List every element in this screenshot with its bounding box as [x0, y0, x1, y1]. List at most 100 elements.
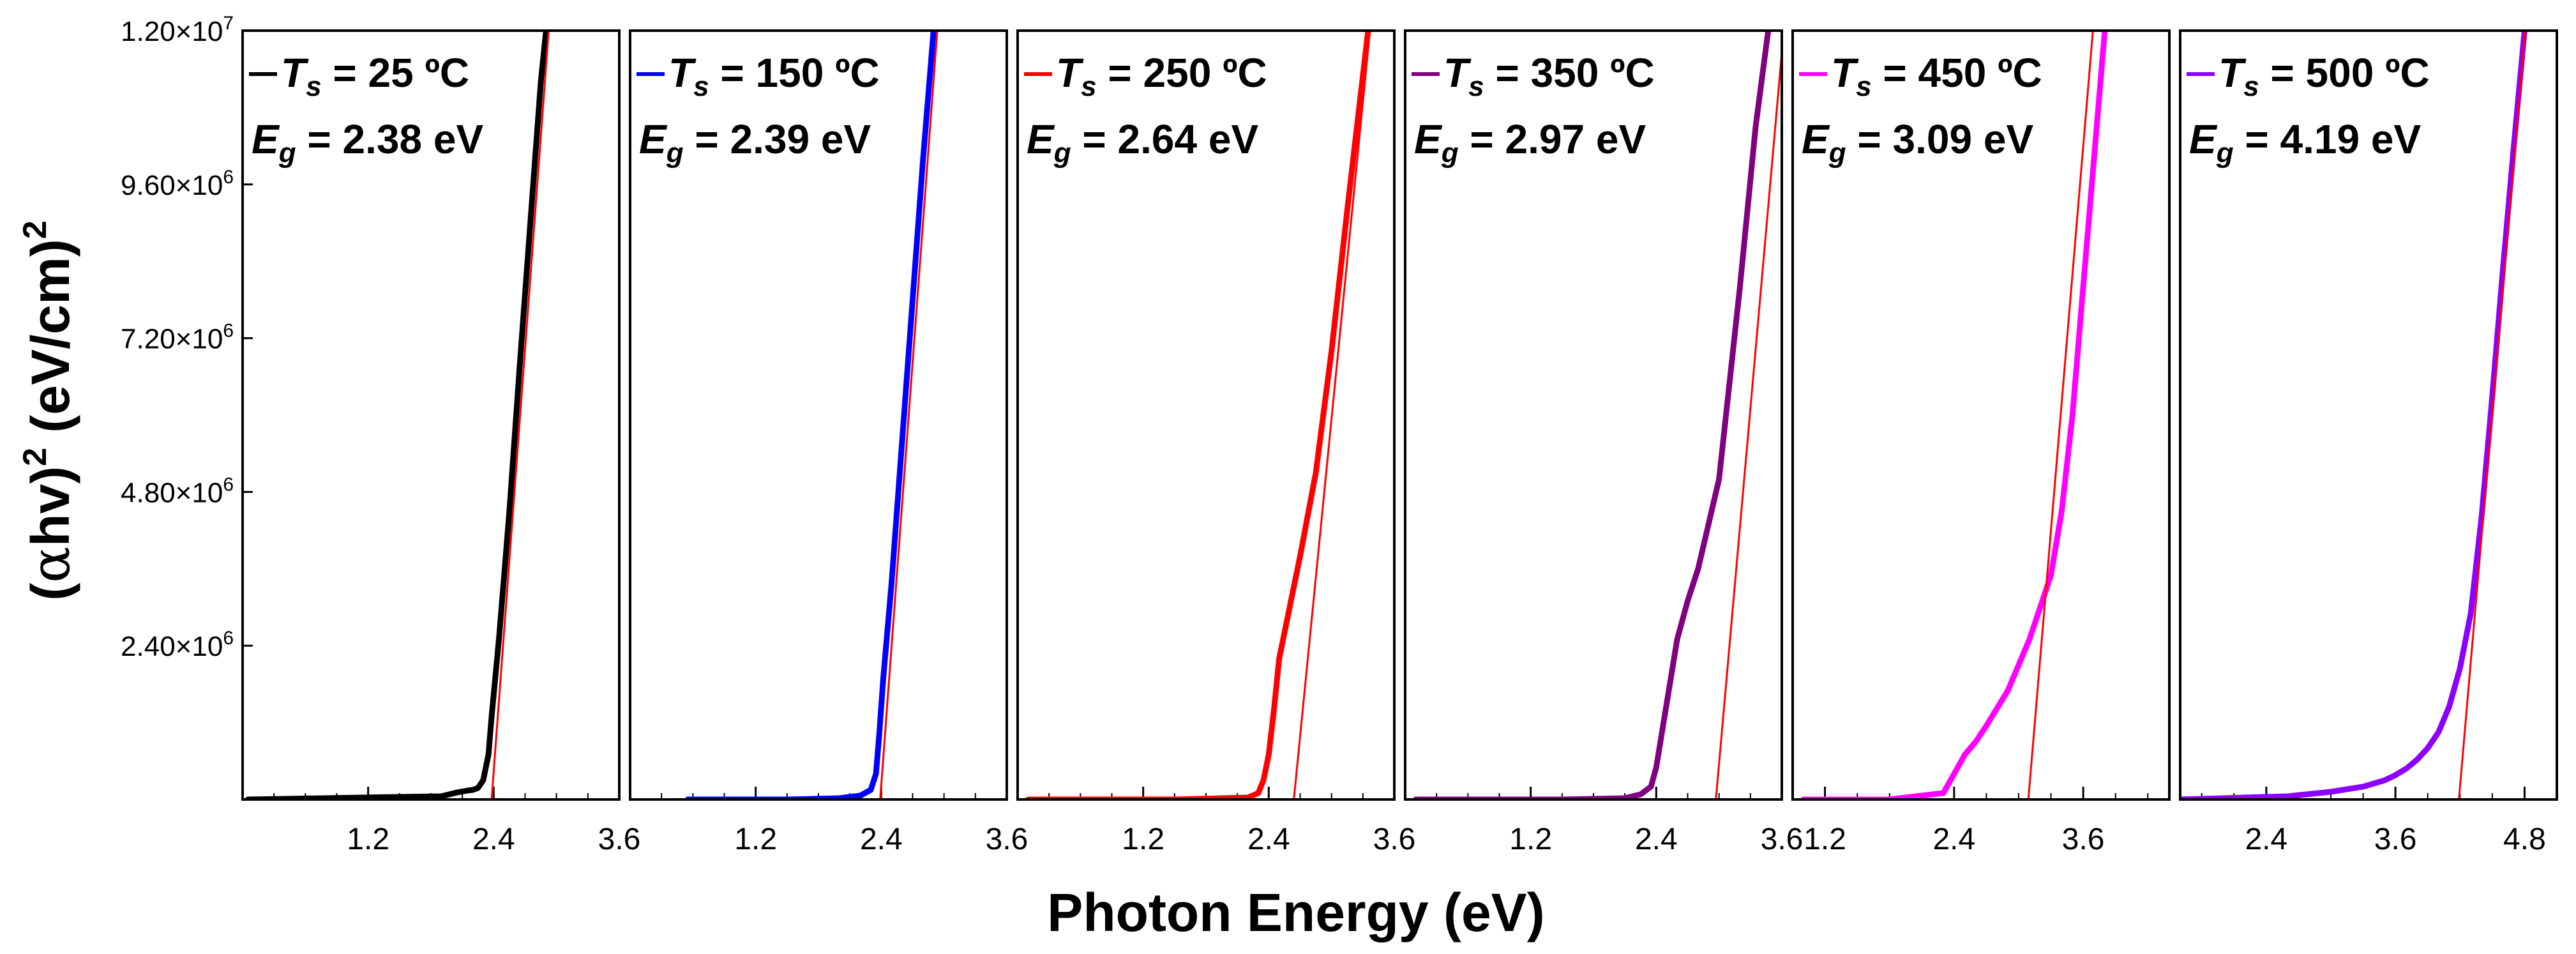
legend-eg-symbol: E [2189, 116, 2218, 162]
data-series-Ts500 [2180, 31, 2527, 799]
x-tick-label: 2.4 [2245, 822, 2287, 856]
x-tick-label: 2.4 [1635, 822, 1678, 856]
legend-ts-Ts450: Ts = 450 ºC [1831, 50, 2042, 102]
legend-ts-subscript: s [2243, 71, 2259, 102]
legend-ts-subscript: s [1856, 71, 1871, 102]
legend-eg-value: = 2.38 eV [296, 116, 484, 162]
legend-ts-Ts350: Ts = 350 ºC [1443, 50, 1655, 102]
y-label-sq1: 2 [17, 448, 54, 466]
x-tick-label: 3.6 [598, 822, 641, 856]
x-tick-label: 3.6 [2374, 822, 2417, 856]
panel-frame [1791, 29, 2171, 801]
legend-ts-subscript: s [306, 71, 321, 102]
x-tick-label: 1.2 [1509, 822, 1552, 856]
fit-line-Ts250 [1293, 31, 1371, 799]
legend-eg-value: = 2.64 eV [1071, 116, 1259, 162]
legend-ts-symbol: T [2218, 50, 2247, 96]
y-tick-mantissa: 2.40×10 [121, 631, 223, 662]
fit-line-Ts350 [1715, 42, 1782, 799]
x-tick-label: 1.2 [347, 822, 389, 856]
y-tick-mantissa: 7.20×10 [121, 324, 223, 355]
panel-plot-area [1412, 31, 1782, 799]
y-label-unit: (eV/cm) [20, 239, 80, 448]
data-series-Ts450 [1800, 31, 2108, 799]
legend-eg-subscript: g [1441, 137, 1459, 169]
legend-ts-value: = 350 ºC [1484, 50, 1655, 96]
y-label-hv: hv) [20, 466, 80, 547]
y-tick-label: 1.20×107 [121, 13, 234, 47]
x-tick-label: 1.2 [734, 822, 777, 856]
legend-eg-subscript: g [1828, 137, 1846, 169]
data-series-Ts350 [1412, 31, 1772, 799]
y-tick-exponent: 6 [223, 628, 234, 649]
data-series-Ts25 [245, 31, 549, 799]
y-tick-exponent: 6 [223, 474, 234, 495]
panel-frame [241, 29, 621, 801]
y-label-alpha: α [19, 547, 82, 583]
y-tick-mantissa: 9.60×10 [121, 170, 223, 201]
legend-ts-Ts150: Ts = 150 ºC [668, 50, 880, 102]
legend-eg-symbol: E [1414, 116, 1443, 162]
legend-ts-Ts250: Ts = 250 ºC [1056, 50, 1267, 102]
legend-ts-Ts25: Ts = 25 ºC [281, 50, 469, 102]
x-tick-label: 4.8 [2503, 822, 2546, 856]
legend-eg-Ts450: Eg = 3.09 eV [1802, 116, 2033, 169]
legend-ts-symbol: T [1056, 50, 1084, 96]
panel-frame [629, 29, 1008, 801]
legend-eg-symbol: E [639, 116, 668, 162]
y-label-open: ( [20, 583, 80, 601]
y-label-sq2: 2 [17, 220, 54, 239]
legend-ts-subscript: s [693, 71, 709, 102]
data-series-Ts250 [1025, 31, 1371, 799]
legend-ts-value: = 500 ºC [2259, 50, 2430, 96]
x-tick-label: 3.6 [1761, 822, 1804, 856]
y-tick-label: 9.60×106 [121, 167, 234, 201]
fit-line-Ts25 [490, 31, 550, 799]
legend-eg-value: = 3.09 eV [1846, 116, 2034, 162]
legend-eg-value: = 2.39 eV [684, 116, 871, 162]
legend-eg-value: = 2.97 eV [1459, 116, 1646, 162]
legend-eg-subscript: g [278, 137, 296, 169]
legend-eg-Ts250: Eg = 2.64 eV [1027, 116, 1258, 169]
chart-panels: 1.2 2.4 3.6 Ts = 25 ºC Eg = 2.38 eV 1.2 2.4 3.6… [241, 29, 2558, 856]
panel-frame [2179, 29, 2558, 801]
legend-eg-symbol: E [1027, 116, 1055, 162]
legend-eg-symbol: E [1802, 116, 1830, 162]
legend-ts-value: = 150 ºC [709, 50, 880, 96]
legend-ts-subscript: s [1081, 71, 1096, 102]
legend-ts-symbol: T [1831, 50, 1859, 96]
y-tick-mantissa: 4.80×10 [121, 477, 223, 508]
legend-ts-value: = 450 ºC [1872, 50, 2042, 96]
x-tick-label: 3.6 [2062, 822, 2105, 856]
x-tick-label: 2.4 [860, 822, 903, 856]
legend-eg-Ts350: Eg = 2.97 eV [1414, 116, 1646, 169]
legend-ts-symbol: T [1443, 50, 1472, 96]
y-tick-exponent: 6 [223, 167, 234, 188]
x-tick-label: 2.4 [1932, 822, 1975, 856]
legend-ts-value: = 25 ºC [322, 50, 470, 96]
y-tick-label: 2.40×106 [121, 628, 234, 662]
legend-ts-value: = 250 ºC [1097, 50, 1267, 96]
panel-plot-area [2180, 31, 2527, 799]
legend-eg-subscript: g [666, 137, 684, 169]
panel-plot-area [1800, 31, 2108, 799]
x-tick-label: 3.6 [1373, 822, 1416, 856]
x-tick-label: 1.2 [1804, 822, 1846, 856]
fit-line-Ts500 [2458, 31, 2526, 799]
legend-ts-subscript: s [1468, 71, 1484, 102]
legend-eg-Ts150: Eg = 2.39 eV [639, 116, 871, 169]
y-axis-label: (αhv)2 (eV/cm)2 [17, 220, 82, 600]
legend-ts-symbol: T [281, 50, 309, 96]
x-tick-label: 2.4 [472, 822, 515, 856]
legend-ts-symbol: T [668, 50, 697, 96]
y-tick-exponent: 7 [223, 13, 234, 34]
fit-line-Ts150 [879, 31, 938, 799]
